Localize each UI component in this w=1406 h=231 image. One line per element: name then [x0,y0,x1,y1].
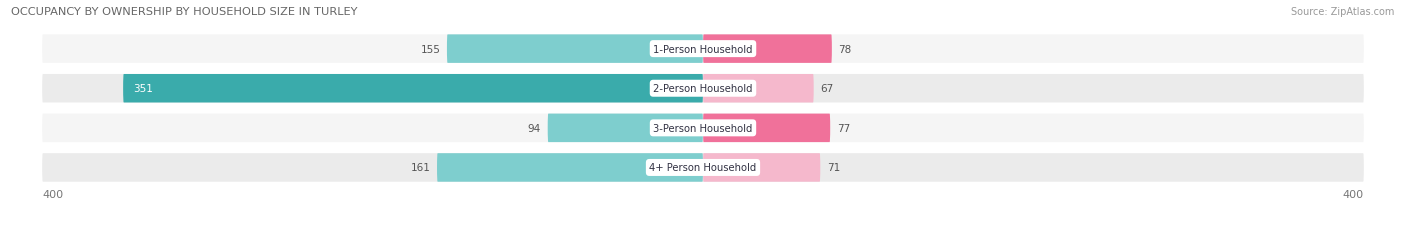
Text: 400: 400 [42,189,63,199]
Text: 94: 94 [527,123,541,133]
FancyBboxPatch shape [42,35,1364,64]
FancyBboxPatch shape [703,75,814,103]
Text: 400: 400 [1343,189,1364,199]
Text: 67: 67 [820,84,834,94]
Text: 71: 71 [827,163,841,173]
Text: 78: 78 [838,44,852,54]
FancyBboxPatch shape [548,114,703,143]
Text: OCCUPANCY BY OWNERSHIP BY HOUSEHOLD SIZE IN TURLEY: OCCUPANCY BY OWNERSHIP BY HOUSEHOLD SIZE… [11,7,357,17]
Text: 1-Person Household: 1-Person Household [654,44,752,54]
FancyBboxPatch shape [42,75,1364,103]
Text: Source: ZipAtlas.com: Source: ZipAtlas.com [1291,7,1395,17]
FancyBboxPatch shape [437,154,703,182]
FancyBboxPatch shape [703,154,820,182]
Text: 4+ Person Household: 4+ Person Household [650,163,756,173]
Text: 351: 351 [134,84,153,94]
FancyBboxPatch shape [42,114,1364,143]
FancyBboxPatch shape [703,114,830,143]
FancyBboxPatch shape [703,35,832,64]
FancyBboxPatch shape [124,75,703,103]
Text: 155: 155 [420,44,440,54]
FancyBboxPatch shape [42,154,1364,182]
FancyBboxPatch shape [447,35,703,64]
Text: 77: 77 [837,123,851,133]
Text: 3-Person Household: 3-Person Household [654,123,752,133]
Text: 161: 161 [411,163,430,173]
Text: 2-Person Household: 2-Person Household [654,84,752,94]
